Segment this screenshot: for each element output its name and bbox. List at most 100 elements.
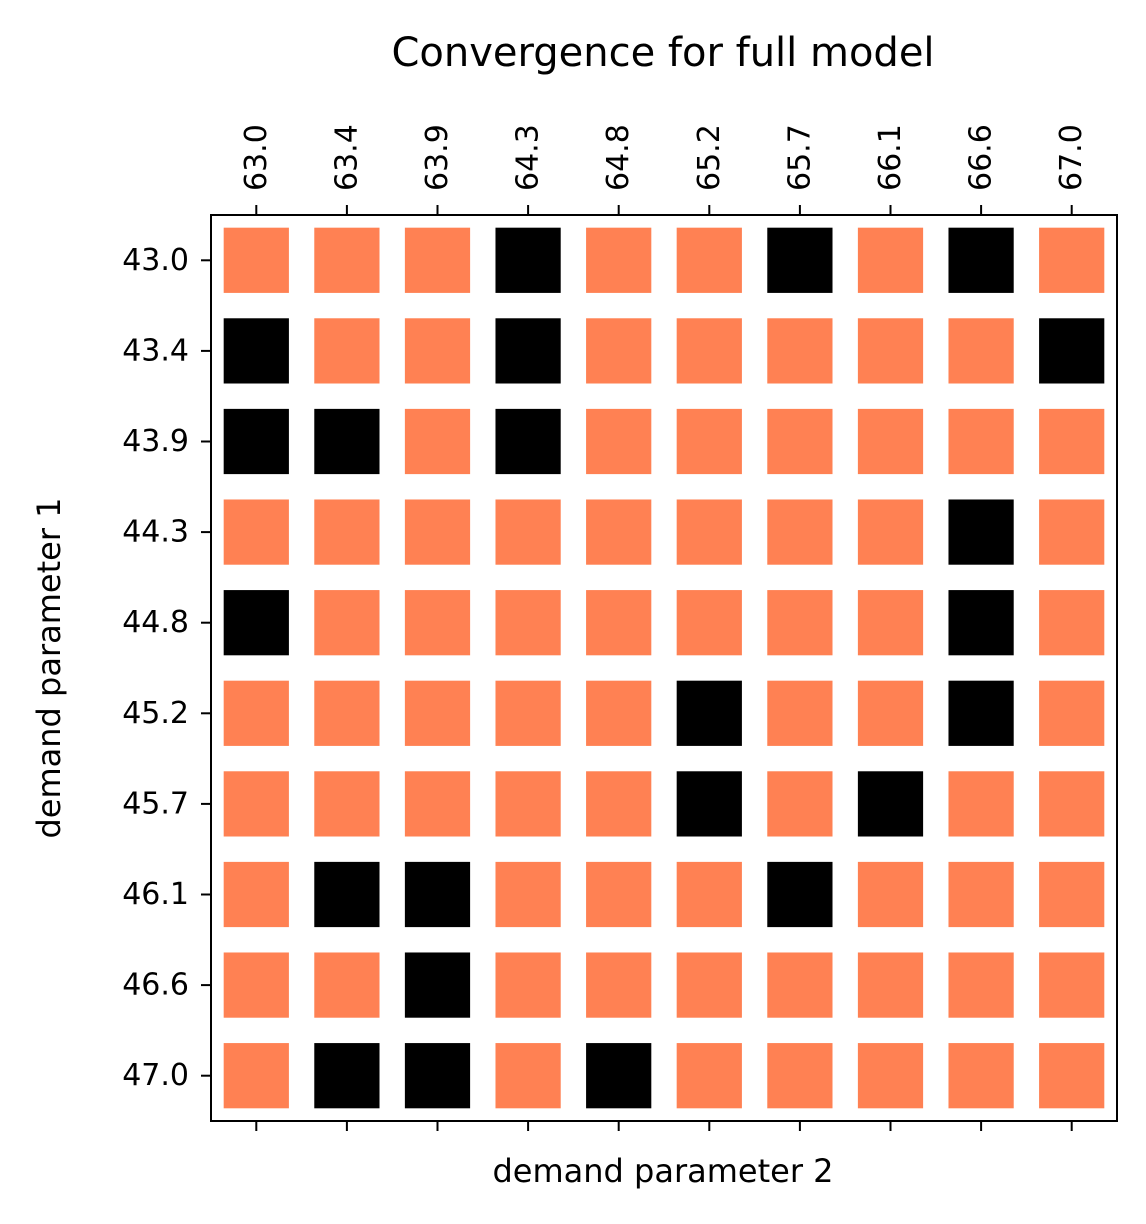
- heatmap-cell-r7-c0: [223, 861, 289, 928]
- heatmap-cell-r4-c9: [1039, 590, 1105, 656]
- heatmap-cell-r6-c8: [948, 771, 1014, 837]
- heatmap-cell-r5-c8: [948, 680, 1014, 746]
- heatmap-cell-r0-c9: [1039, 227, 1105, 293]
- heatmap-cell-r2-c5: [676, 408, 742, 475]
- heatmap-cell-r5-c7: [857, 680, 924, 746]
- heatmap-cell-r6-c3: [495, 771, 561, 837]
- heatmap-cell-r1-c9: [1039, 318, 1105, 384]
- heatmap-cell-r6-c6: [767, 771, 833, 837]
- heatmap-cell-r6-c2: [404, 771, 471, 837]
- heatmap-cell-r3-c1: [314, 499, 380, 565]
- x-tick-label-8: 66.6: [964, 124, 999, 191]
- heatmap-cell-r4-c7: [857, 590, 924, 656]
- heatmap-cell-r9-c2: [404, 1043, 471, 1109]
- y-tick-label-7: 46.1: [122, 877, 189, 912]
- heatmap-cell-r0-c8: [948, 227, 1014, 293]
- x-tick-label-2: 63.9: [420, 124, 455, 191]
- x-tick-label-4: 64.8: [601, 124, 636, 191]
- heatmap-cell-r4-c6: [767, 590, 833, 656]
- heatmap-cell-r2-c0: [223, 408, 289, 475]
- heatmap-cell-r8-c0: [223, 952, 289, 1018]
- heatmap-cell-r9-c8: [948, 1043, 1014, 1109]
- heatmap-cell-r4-c5: [676, 590, 742, 656]
- heatmap-cell-r4-c4: [586, 590, 652, 656]
- x-tick-label-1: 63.4: [329, 124, 364, 191]
- heatmap-cell-r8-c9: [1039, 952, 1105, 1018]
- x-tick-label-6: 65.7: [782, 124, 817, 191]
- heatmap-cell-r9-c6: [767, 1043, 833, 1109]
- heatmap-cell-r7-c4: [586, 861, 652, 928]
- heatmap-cell-r4-c1: [314, 590, 380, 656]
- heatmap-cell-r1-c3: [495, 318, 561, 384]
- heatmap-cell-r2-c1: [314, 408, 380, 475]
- heatmap-cell-r1-c8: [948, 318, 1014, 384]
- heatmap-cell-r5-c3: [495, 680, 561, 746]
- heatmap-cell-r1-c7: [857, 318, 924, 384]
- heatmap-cell-r9-c7: [857, 1043, 924, 1109]
- heatmap-cell-r5-c5: [676, 680, 742, 746]
- y-tick-label-4: 44.8: [122, 605, 189, 640]
- heatmap-cell-r0-c1: [314, 227, 380, 293]
- heatmap-cell-r1-c1: [314, 318, 380, 384]
- heatmap-cell-r7-c1: [314, 861, 380, 928]
- heatmap-cell-r2-c3: [495, 408, 561, 475]
- heatmap-cell-r2-c4: [586, 408, 652, 475]
- heatmap-cell-r4-c8: [948, 590, 1014, 656]
- heatmap-cell-r3-c5: [676, 499, 742, 565]
- heatmap-cell-r9-c4: [586, 1043, 652, 1109]
- heatmap-cell-r4-c0: [223, 590, 289, 656]
- heatmap-cell-r2-c9: [1039, 408, 1105, 475]
- heatmap-cell-r5-c0: [223, 680, 289, 746]
- heatmap-cell-r1-c4: [586, 318, 652, 384]
- heatmap-cell-r8-c8: [948, 952, 1014, 1018]
- heatmap-cell-r3-c3: [495, 499, 561, 565]
- y-tick-label-5: 45.2: [122, 696, 189, 731]
- heatmap-cell-r5-c6: [767, 680, 833, 746]
- x-axis-label: demand parameter 2: [492, 1152, 833, 1190]
- heatmap-cell-r6-c0: [223, 771, 289, 837]
- heatmap-cell-r1-c2: [404, 318, 471, 384]
- plot-frame: [210, 214, 1118, 1122]
- heatmap-cell-r3-c4: [586, 499, 652, 565]
- heatmap-cell-r0-c0: [223, 227, 289, 293]
- heatmap-cell-r6-c5: [676, 771, 742, 837]
- heatmap-cell-r7-c7: [857, 861, 924, 928]
- heatmap-cell-r9-c5: [676, 1043, 742, 1109]
- heatmap-cell-r3-c9: [1039, 499, 1105, 565]
- x-tick-label-0: 63.0: [239, 124, 274, 191]
- heatmap-cell-r3-c8: [948, 499, 1014, 565]
- heatmap-cell-r7-c6: [767, 861, 833, 928]
- heatmap-cell-r3-c6: [767, 499, 833, 565]
- heatmap-cell-r4-c3: [495, 590, 561, 656]
- heatmap-cell-r1-c5: [676, 318, 742, 384]
- heatmap-cell-r8-c6: [767, 952, 833, 1018]
- x-tick-label-9: 67.0: [1054, 124, 1089, 191]
- heatmap-cell-r0-c4: [586, 227, 652, 293]
- heatmap-cell-r4-c2: [404, 590, 471, 656]
- heatmap-cell-r8-c7: [857, 952, 924, 1018]
- y-tick-label-0: 43.0: [122, 243, 189, 278]
- x-tick-label-7: 66.1: [873, 124, 908, 191]
- heatmap-cell-r7-c8: [948, 861, 1014, 928]
- heatmap-cell-r2-c8: [948, 408, 1014, 475]
- heatmap-cell-r1-c6: [767, 318, 833, 384]
- heatmap-cell-r2-c6: [767, 408, 833, 475]
- heatmap-cell-r8-c5: [676, 952, 742, 1018]
- heatmap-cell-r3-c2: [404, 499, 471, 565]
- y-tick-label-6: 45.7: [122, 786, 189, 821]
- heatmap-cell-r7-c2: [404, 861, 471, 928]
- heatmap-cell-r6-c7: [857, 771, 924, 837]
- y-tick-label-3: 44.3: [122, 515, 189, 550]
- heatmap-cell-r5-c1: [314, 680, 380, 746]
- heatmap-cells: [223, 227, 1105, 1109]
- heatmap-cell-r8-c1: [314, 952, 380, 1018]
- heatmap-cell-r9-c3: [495, 1043, 561, 1109]
- y-axis-label: demand parameter 1: [30, 497, 68, 838]
- x-tick-label-3: 64.3: [511, 124, 546, 191]
- heatmap-cell-r7-c3: [495, 861, 561, 928]
- y-tick-label-8: 46.6: [122, 968, 189, 1003]
- heatmap-cell-r5-c4: [586, 680, 652, 746]
- heatmap-cell-r2-c2: [404, 408, 471, 475]
- heatmap-cell-r3-c7: [857, 499, 924, 565]
